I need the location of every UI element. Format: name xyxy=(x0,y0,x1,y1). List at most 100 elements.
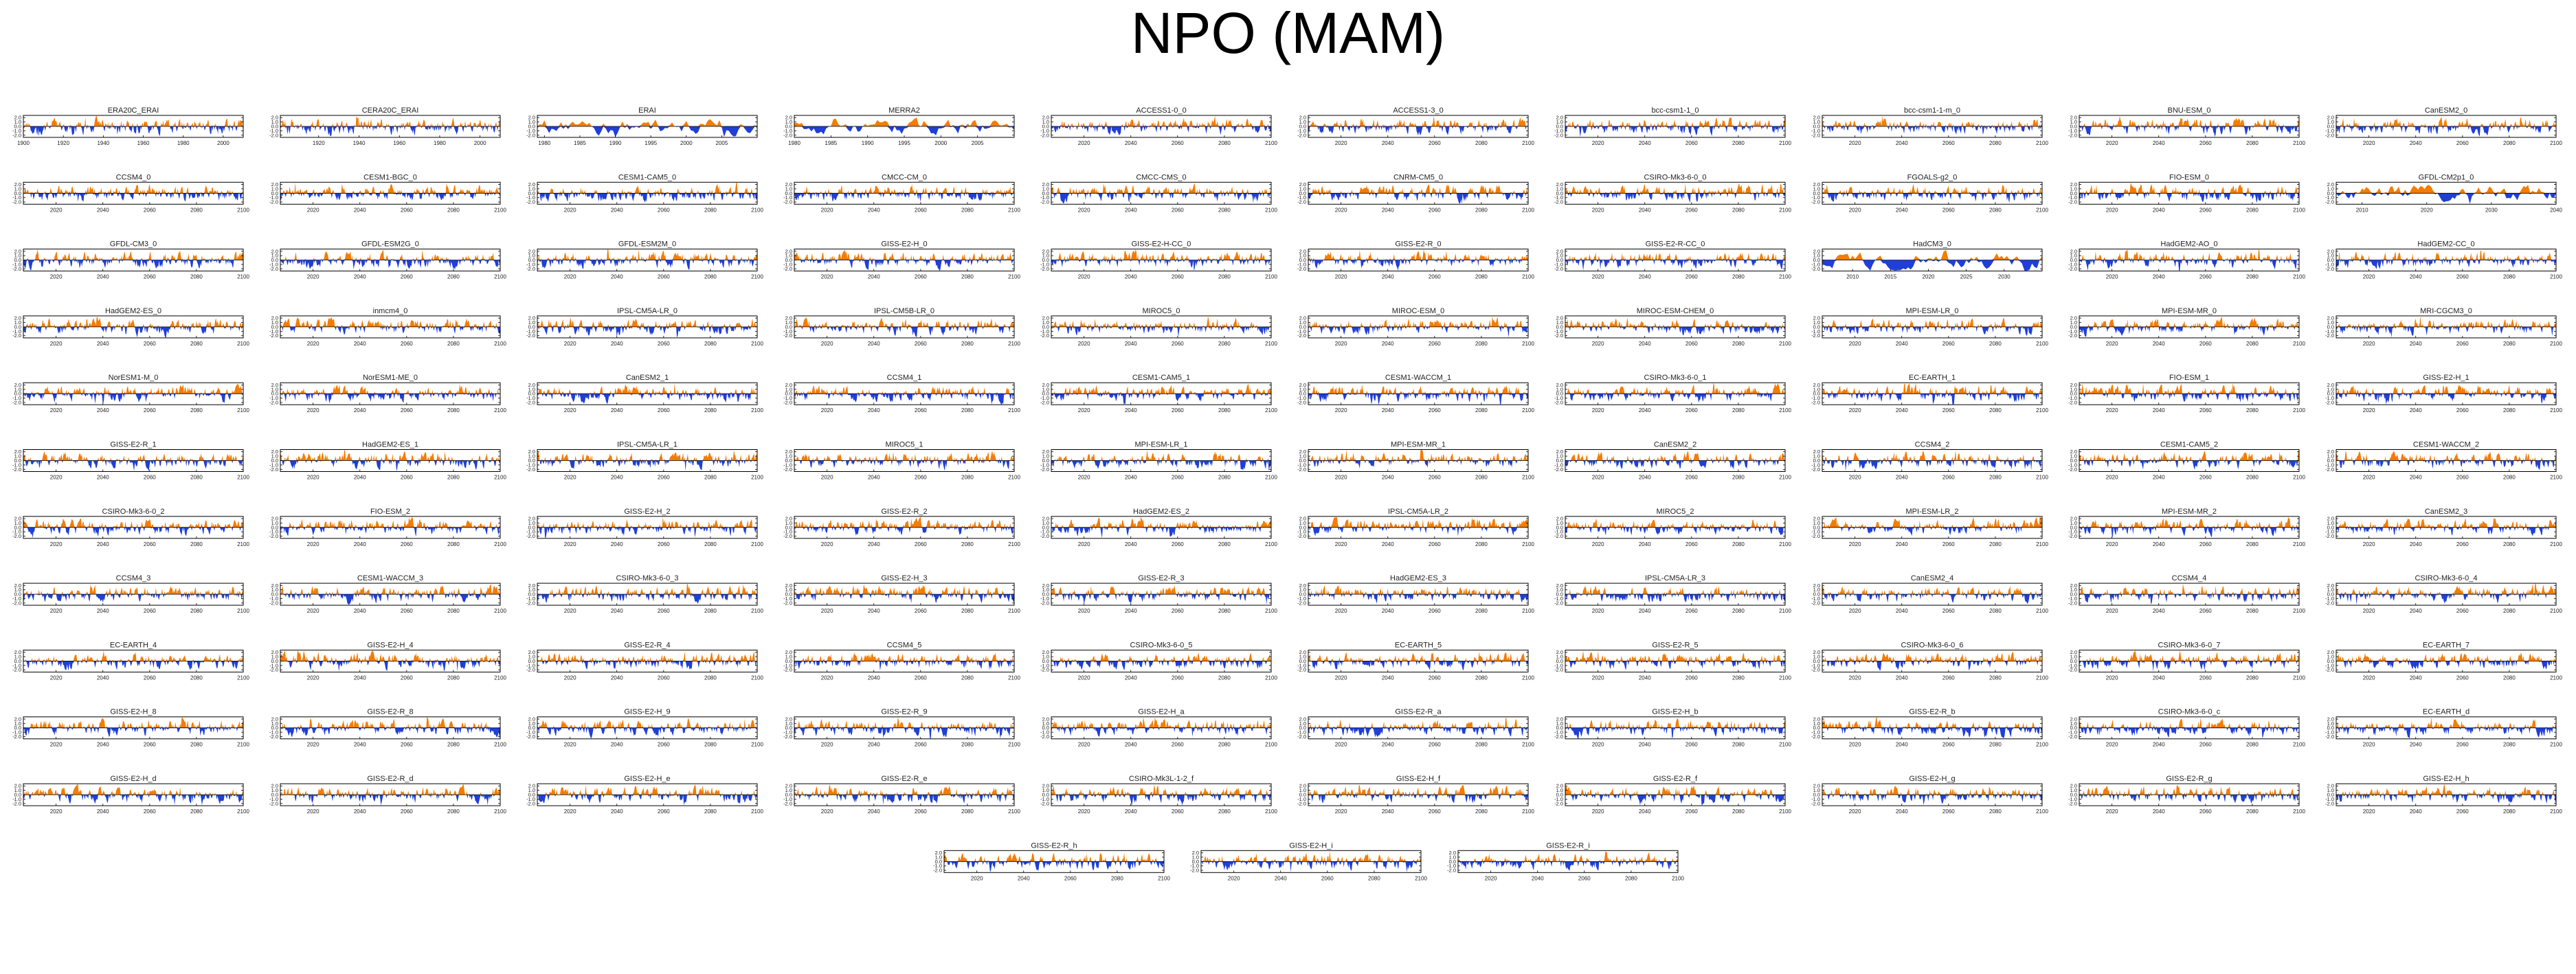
panel-title: CESM1-WACCM_1 xyxy=(1385,374,1451,382)
series-negative xyxy=(2336,527,2556,536)
y-tick-label: -1.0 xyxy=(526,729,535,736)
y-tick-label: 2.0 xyxy=(2327,449,2334,455)
series-negative xyxy=(2079,193,2299,203)
x-tick-label: 2080 xyxy=(2246,675,2259,681)
y-tick-label: 0.0 xyxy=(1042,257,1049,263)
y-tick-label: 0.0 xyxy=(528,591,535,598)
series-positive xyxy=(2336,784,2556,795)
x-tick-label: 2100 xyxy=(751,407,763,414)
x-tick-label: 2060 xyxy=(1685,140,1698,146)
series-positive xyxy=(1822,115,2042,126)
y-tick-label: -2.0 xyxy=(1040,466,1049,473)
y-tick-label: -2.0 xyxy=(12,266,21,272)
panel-title: EC-EARTH_d xyxy=(2423,708,2469,716)
y-tick-label: 2.0 xyxy=(2327,115,2334,121)
x-tick-label: 2100 xyxy=(1779,341,1791,347)
panel-title: GISS-E2-H_0 xyxy=(881,240,927,249)
x-tick-label: 2020 xyxy=(1078,541,1090,547)
y-tick-label: -1.0 xyxy=(1811,529,1820,535)
y-tick-label: 0.0 xyxy=(1042,792,1049,798)
y-tick-label: -2.0 xyxy=(1554,466,1563,473)
x-tick-label: 2060 xyxy=(658,475,670,481)
series-positive xyxy=(1565,383,1785,394)
x-tick-label: 2040 xyxy=(2410,541,2422,547)
y-tick-label: -2.0 xyxy=(12,533,21,539)
y-tick-label: 1.0 xyxy=(1449,854,1456,860)
series-positive xyxy=(537,383,757,394)
series-negative xyxy=(2079,460,2299,470)
y-tick-label: -1.0 xyxy=(2068,128,2077,134)
x-tick-label: 2080 xyxy=(2246,140,2259,146)
x-tick-label: 2080 xyxy=(2246,274,2259,280)
y-tick-label: 0.0 xyxy=(528,792,535,798)
y-tick-label: 0.0 xyxy=(1556,457,1563,464)
series-positive xyxy=(537,182,757,194)
x-tick-label: 2060 xyxy=(915,207,927,213)
series-positive xyxy=(1051,115,1271,126)
panel-title: GISS-E2-H-CC_0 xyxy=(1132,240,1191,249)
y-tick-label: -2.0 xyxy=(526,667,535,673)
y-tick-label: 2.0 xyxy=(1556,716,1563,722)
x-tick-label: 2040 xyxy=(1896,475,1908,481)
series-negative xyxy=(794,460,1014,471)
y-tick-label: -2.0 xyxy=(12,332,21,339)
y-tick-label: -2.0 xyxy=(783,132,792,138)
y-tick-label: 1.0 xyxy=(528,253,535,259)
y-tick-label: 2.0 xyxy=(1556,449,1563,455)
y-tick-label: 0.0 xyxy=(271,792,278,798)
y-tick-label: -1.0 xyxy=(269,796,278,802)
x-tick-label: 2080 xyxy=(961,808,974,815)
x-tick-label: 2060 xyxy=(1685,608,1698,614)
x-tick-label: 2040 xyxy=(1639,675,1651,681)
x-tick-label: 2100 xyxy=(2293,742,2305,748)
series-negative xyxy=(23,594,243,603)
x-tick-label: 2020 xyxy=(2106,274,2118,280)
y-tick-label: 2.0 xyxy=(1042,382,1049,388)
y-tick-label: 2.0 xyxy=(1299,649,1306,655)
y-tick-label: 2.0 xyxy=(2327,516,2334,522)
x-tick-label: 2060 xyxy=(401,341,413,347)
x-tick-label: 2100 xyxy=(2550,475,2562,481)
x-tick-label: 2060 xyxy=(401,742,413,748)
panel-title: CanESM2_0 xyxy=(2425,106,2467,115)
y-tick-label: 2.0 xyxy=(785,382,792,388)
x-tick-label: 2080 xyxy=(1218,207,1231,213)
x-tick-label: 2040 xyxy=(354,808,366,815)
panel-title: GISS-E2-R_4 xyxy=(624,641,670,649)
y-tick-label: 1.0 xyxy=(1556,253,1563,259)
x-tick-label: 2100 xyxy=(2550,675,2562,681)
x-tick-label: 2100 xyxy=(751,341,763,347)
x-tick-label: 2100 xyxy=(2036,341,2048,347)
x-tick-label: 2060 xyxy=(144,475,156,481)
panel-title: NorESM1-M_0 xyxy=(109,374,159,382)
series-positive xyxy=(2336,316,2556,327)
y-tick-label: 0.0 xyxy=(2327,524,2334,530)
y-tick-label: 1.0 xyxy=(528,185,535,192)
panel-title: MPI-ESM-MR_2 xyxy=(2162,508,2217,516)
y-tick-label: 2.0 xyxy=(14,783,21,789)
series-positive xyxy=(1822,717,2042,728)
x-tick-label: 2020 xyxy=(821,675,833,681)
panel-title: CCSM4_1 xyxy=(887,374,922,382)
y-tick-label: 1.0 xyxy=(271,253,278,259)
x-tick-label: 2100 xyxy=(1265,675,1277,681)
x-tick-label: 2080 xyxy=(447,407,460,414)
x-tick-label: 2040 xyxy=(1896,808,1908,815)
y-tick-label: 0.0 xyxy=(271,190,278,196)
x-tick-label: 2080 xyxy=(1989,207,2002,213)
panel-title: CSIRO-Mk3-6-0_1 xyxy=(1644,374,1706,382)
y-tick-label: 1.0 xyxy=(2327,185,2334,192)
x-tick-label: 2040 xyxy=(1125,407,1137,414)
x-tick-label: 2060 xyxy=(915,341,927,347)
y-tick-label: 2.0 xyxy=(1556,783,1563,789)
y-tick-label: -2.0 xyxy=(1554,533,1563,539)
x-tick-label: 2060 xyxy=(144,608,156,614)
y-tick-label: -1.0 xyxy=(526,262,535,268)
